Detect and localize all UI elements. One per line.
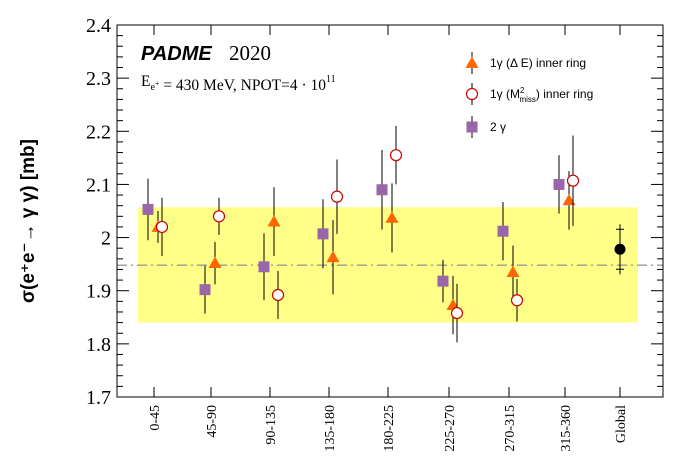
y-tick-label: 2.1 bbox=[86, 174, 111, 196]
badge-year: 2020 bbox=[229, 41, 271, 65]
y-tick-label: 2.4 bbox=[86, 15, 111, 37]
x-tick-label: Global bbox=[614, 405, 629, 443]
legend-label-prefix: 1γ (Δ E) inner ring bbox=[490, 56, 586, 70]
npot-exponent: 11 bbox=[326, 74, 336, 85]
x-tick-label: 315-360 bbox=[559, 405, 574, 452]
legend-entry: 1γ (Δ E) inner ring bbox=[465, 52, 586, 74]
triangle-marker bbox=[465, 56, 479, 68]
legend-label: 1γ (M2 miss) inner ring bbox=[490, 86, 593, 104]
triangle-marker bbox=[208, 256, 222, 268]
legend-label-prefix: 1γ (M bbox=[490, 87, 520, 101]
x-tick-label: 90-135 bbox=[264, 405, 279, 445]
open-circle-marker bbox=[450, 306, 464, 320]
series-open-circle bbox=[155, 125, 580, 343]
y-tick-label: 1.7 bbox=[86, 387, 111, 409]
experiment-badge: PADME 2020 bbox=[141, 41, 271, 65]
square-marker bbox=[199, 284, 211, 296]
y-tick-label: 2.3 bbox=[86, 68, 111, 90]
square-marker bbox=[553, 178, 565, 190]
open-circle-marker bbox=[271, 288, 285, 302]
square-marker bbox=[466, 121, 478, 133]
x-tick-label: 45-90 bbox=[205, 405, 220, 438]
legend-label-prefix: 2 γ bbox=[490, 120, 506, 134]
legend-entry: 1γ (M2 miss) inner ring bbox=[465, 83, 593, 105]
square-marker bbox=[437, 275, 449, 287]
legend-entry: 2 γ bbox=[466, 116, 506, 138]
legend-label-subscript: miss bbox=[519, 95, 535, 104]
legend-label: 2 γ bbox=[490, 120, 506, 134]
y-axis-label: σ(e⁺e⁻→ γ γ) [mb] bbox=[18, 139, 39, 303]
legend-label-suffix: ) inner ring bbox=[536, 87, 593, 101]
x-tick-label: 225-270 bbox=[443, 405, 458, 452]
triangle-marker bbox=[506, 265, 520, 277]
open-circle-marker bbox=[389, 149, 403, 162]
triangle-marker bbox=[562, 193, 576, 206]
square-marker bbox=[497, 225, 509, 237]
triangle-marker bbox=[385, 211, 399, 223]
conditions-text: = 430 MeV, NPOT=4 · 10 bbox=[159, 77, 326, 94]
legend-label-superscript: 2 bbox=[520, 86, 525, 95]
open-circle-marker bbox=[465, 87, 479, 101]
energy-subscript-charge: + bbox=[155, 79, 160, 88]
triangle-marker bbox=[267, 215, 281, 227]
square-marker bbox=[376, 184, 388, 196]
energy-subscript: e bbox=[150, 82, 155, 93]
open-circle-marker bbox=[330, 190, 344, 203]
x-tick-label: 270-315 bbox=[503, 405, 518, 452]
plot-frame bbox=[116, 24, 664, 398]
filled-circle-marker bbox=[614, 243, 626, 255]
square-marker bbox=[142, 203, 154, 215]
x-tick-label: 180-225 bbox=[382, 405, 397, 452]
series-filled-circle bbox=[614, 224, 626, 275]
y-tick-label: 2.2 bbox=[86, 121, 111, 143]
x-tick-label: 0-45 bbox=[148, 405, 163, 431]
legend-label: 1γ (Δ E) inner ring bbox=[490, 56, 586, 70]
run-conditions: Ee+ = 430 MeV, NPOT=4 · 1011 bbox=[141, 73, 336, 94]
x-tick-label: 135-180 bbox=[323, 405, 338, 452]
legend: 1γ (Δ E) inner ring 1γ (M2 miss) inner rin… bbox=[465, 52, 593, 138]
triangle-marker bbox=[326, 250, 340, 263]
square-marker bbox=[258, 261, 270, 273]
series-square bbox=[142, 149, 565, 314]
y-tick-label: 1.8 bbox=[86, 334, 111, 356]
open-circle-marker bbox=[212, 210, 226, 223]
marks-layer bbox=[142, 125, 626, 343]
square-marker bbox=[317, 228, 329, 240]
open-circle-marker bbox=[510, 294, 524, 307]
y-tick-label: 1.9 bbox=[86, 281, 111, 303]
open-circle-marker bbox=[566, 174, 580, 187]
open-circle-marker bbox=[155, 220, 169, 234]
energy-symbol: E bbox=[141, 73, 150, 90]
axis-layer: 1.7 1.8 1.9 2 2.1 2.2 2.3 2.4 0-45 45-90 90-135 135… bbox=[86, 15, 663, 452]
badge-name: PADME bbox=[141, 43, 212, 65]
y-tick-label: 2 bbox=[101, 228, 111, 250]
